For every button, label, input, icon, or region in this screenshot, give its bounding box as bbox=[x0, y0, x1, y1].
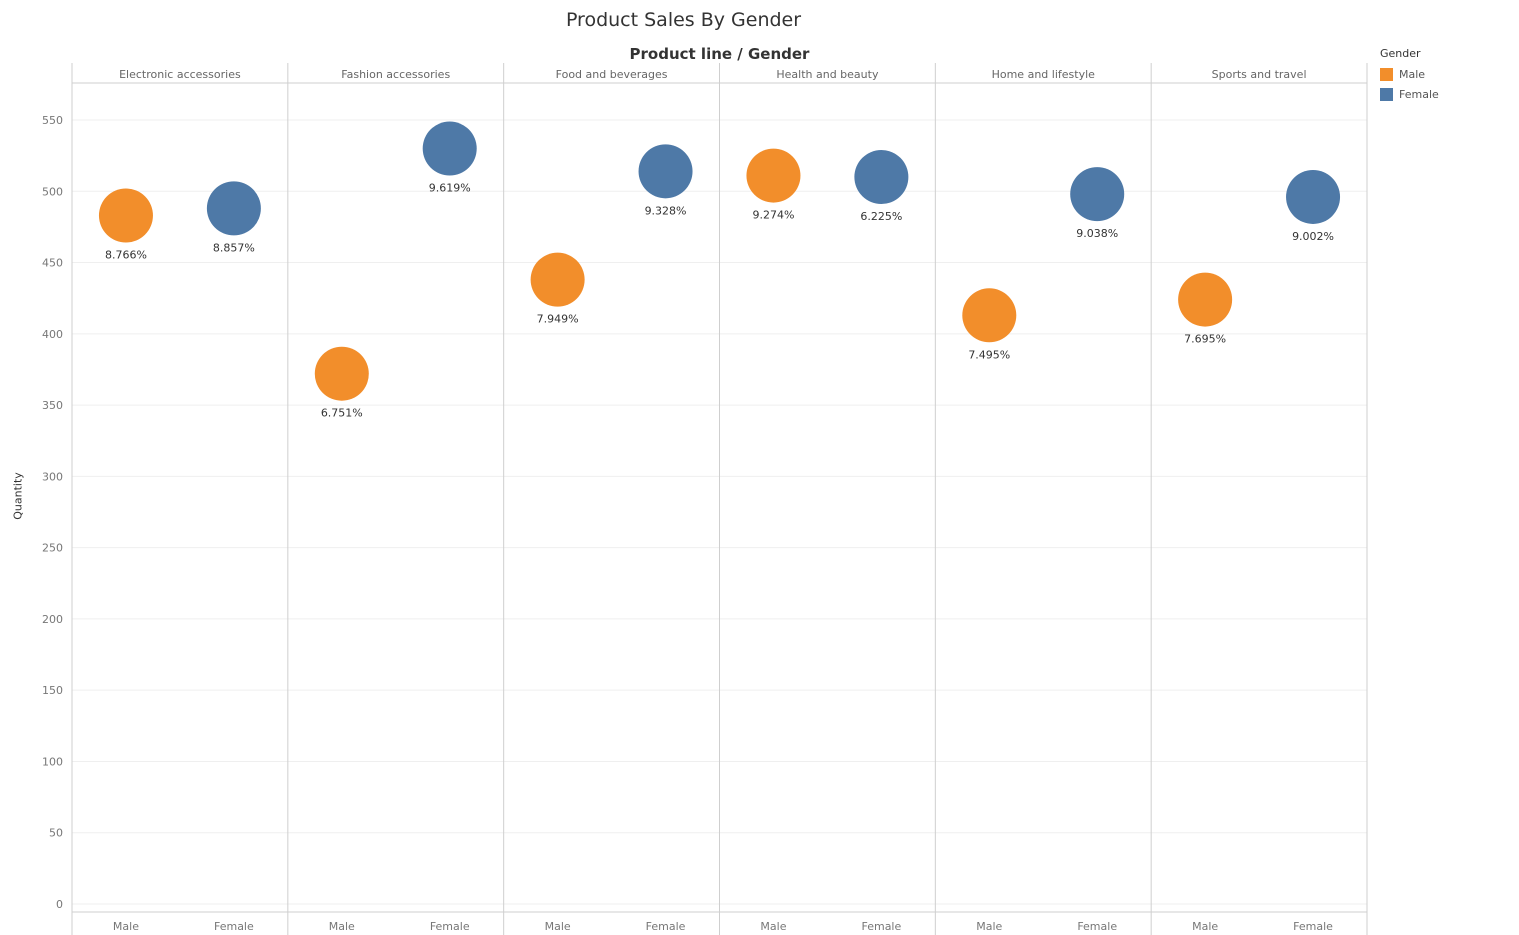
data-label: 6.225% bbox=[860, 210, 902, 223]
data-point-male bbox=[746, 148, 801, 203]
column-header-title: Product line / Gender bbox=[629, 45, 810, 63]
x-tick-label: Female bbox=[430, 920, 470, 933]
data-label: 7.495% bbox=[968, 348, 1010, 361]
x-tick-label: Male bbox=[545, 920, 571, 933]
data-point-male bbox=[1178, 272, 1233, 327]
legend-item-male[interactable]: Male bbox=[1380, 64, 1439, 84]
data-point-male bbox=[98, 188, 153, 243]
y-tick-label: 450 bbox=[42, 257, 63, 270]
y-tick-label: 200 bbox=[42, 613, 63, 626]
panel-header: Home and lifestyle bbox=[992, 68, 1096, 81]
panel-header: Food and beverages bbox=[556, 68, 668, 81]
y-tick-label: 50 bbox=[49, 827, 63, 840]
x-tick-label: Female bbox=[214, 920, 254, 933]
y-tick-label: 500 bbox=[42, 185, 63, 198]
data-point-female bbox=[206, 181, 261, 236]
data-point-male bbox=[962, 288, 1017, 343]
y-tick-label: 400 bbox=[42, 328, 63, 341]
legend-swatch-female bbox=[1380, 87, 1393, 101]
data-label: 9.274% bbox=[752, 209, 794, 222]
data-label: 8.766% bbox=[105, 249, 147, 262]
x-tick-label: Male bbox=[760, 920, 786, 933]
x-tick-label: Male bbox=[329, 920, 355, 933]
x-tick-label: Female bbox=[1077, 920, 1117, 933]
x-tick-label: Female bbox=[646, 920, 686, 933]
legend-item-female[interactable]: Female bbox=[1380, 84, 1439, 104]
legend-label-female: Female bbox=[1399, 87, 1439, 101]
x-tick-label: Male bbox=[1192, 920, 1218, 933]
data-label: 6.751% bbox=[321, 407, 363, 420]
legend-swatch-male bbox=[1380, 67, 1393, 81]
y-tick-label: 350 bbox=[42, 399, 63, 412]
data-point-male bbox=[314, 346, 369, 401]
panel-header: Health and beauty bbox=[776, 68, 879, 81]
chart-title: Product Sales By Gender bbox=[565, 9, 802, 31]
data-point-female bbox=[422, 121, 477, 176]
panel-header: Sports and travel bbox=[1212, 68, 1307, 81]
data-label: 7.949% bbox=[537, 313, 579, 326]
y-tick-label: 250 bbox=[42, 542, 63, 555]
data-point-male bbox=[530, 252, 585, 307]
y-tick-label: 100 bbox=[42, 755, 63, 768]
x-tick-label: Female bbox=[1293, 920, 1333, 933]
data-label: 8.857% bbox=[213, 241, 255, 254]
x-tick-label: Female bbox=[861, 920, 901, 933]
data-point-female bbox=[854, 150, 909, 205]
x-tick-label: Male bbox=[976, 920, 1002, 933]
panel-header: Fashion accessories bbox=[341, 68, 450, 81]
data-point-female bbox=[1286, 169, 1341, 224]
panel-header: Electronic accessories bbox=[119, 68, 241, 81]
data-point-female bbox=[1070, 167, 1125, 222]
x-tick-label: Male bbox=[113, 920, 139, 933]
data-label: 7.695% bbox=[1184, 333, 1226, 346]
data-label: 9.328% bbox=[645, 204, 687, 217]
legend-label-male: Male bbox=[1399, 67, 1426, 81]
legend: Gender Male Female bbox=[1380, 47, 1439, 104]
data-label: 9.002% bbox=[1292, 230, 1334, 243]
y-tick-label: 300 bbox=[42, 470, 63, 483]
y-tick-label: 150 bbox=[42, 684, 63, 697]
y-tick-label: 0 bbox=[56, 898, 63, 911]
data-point-female bbox=[638, 144, 693, 199]
data-label: 9.038% bbox=[1076, 227, 1118, 240]
y-tick-label: 550 bbox=[42, 114, 63, 127]
legend-title: Gender bbox=[1380, 47, 1421, 60]
data-label: 9.619% bbox=[429, 182, 471, 195]
